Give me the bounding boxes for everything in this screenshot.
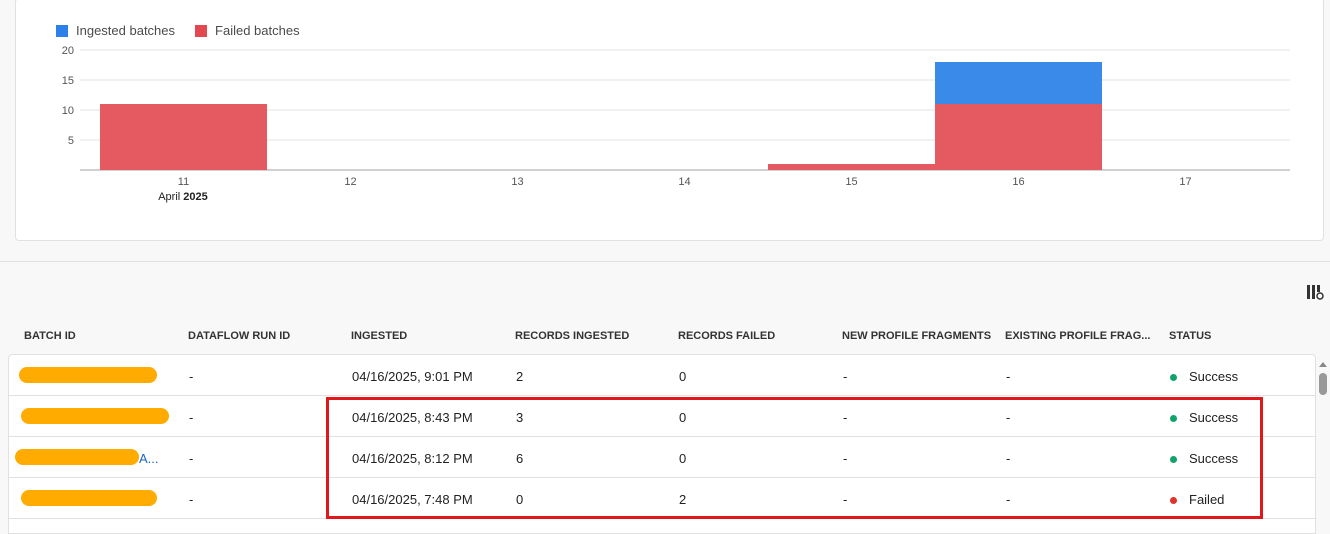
ingested-cell: 04/16/2025, 8:12 PM: [352, 451, 473, 466]
column-header[interactable]: DATAFLOW RUN ID: [188, 330, 291, 342]
table-row[interactable]: - 04/16/2025, 8:43 PM 3 0 - - Success: [9, 396, 1315, 437]
column-settings-icon[interactable]: [1306, 283, 1324, 301]
legend-swatch-failed: [195, 24, 208, 37]
status-label: Failed: [1189, 492, 1225, 507]
existing-fragments-cell: -: [1006, 369, 1011, 384]
status-label: Success: [1189, 410, 1239, 425]
x-tick-label: 15: [845, 176, 857, 188]
redaction-mark: [21, 490, 157, 506]
y-tick-label: 15: [62, 75, 74, 87]
records-failed-cell: 0: [679, 369, 687, 384]
column-header[interactable]: INGESTED: [351, 330, 408, 342]
x-tick-label: 16: [1012, 176, 1024, 188]
bar-failed-batches-15[interactable]: [768, 164, 935, 170]
bar-failed-batches-11[interactable]: [100, 104, 267, 170]
records-ingested-cell: 2: [516, 369, 524, 384]
ingested-cell: 04/16/2025, 7:48 PM: [352, 492, 473, 507]
status-dot-icon: [1170, 456, 1177, 464]
status-dot-icon: [1170, 497, 1177, 505]
existing-fragments-cell: -: [1006, 410, 1011, 425]
bar-ingested-batches-16[interactable]: [935, 62, 1102, 104]
x-tick-label: 17: [1179, 176, 1191, 188]
x-tick-label: 13: [511, 176, 523, 188]
status-dot-icon: [1170, 415, 1177, 423]
records-failed-cell: 2: [679, 492, 687, 507]
redaction-mark: [15, 449, 139, 465]
table-row[interactable]: - 04/16/2025, 7:48 PM 0 2 - - Failed: [9, 478, 1315, 519]
new-fragments-cell: -: [843, 451, 848, 466]
chart-legend: Ingested batches Failed batches: [56, 23, 300, 38]
status-cell: Success: [1170, 410, 1238, 425]
redaction-mark: [19, 367, 157, 383]
column-header[interactable]: BATCH ID: [24, 330, 76, 342]
records-ingested-cell: 0: [516, 492, 524, 507]
dataflow-run-id-cell: -: [189, 492, 194, 507]
highlight-annotation-box: [326, 397, 1263, 519]
section-divider: [0, 261, 1330, 262]
dataflow-run-id-cell: -: [189, 451, 194, 466]
batch-id-link[interactable]: A...: [139, 451, 159, 466]
bar-failed-batches-16[interactable]: [935, 104, 1102, 170]
new-fragments-cell: -: [843, 410, 848, 425]
ingested-cell: 04/16/2025, 8:43 PM: [352, 410, 473, 425]
table-row[interactable]: A... - 04/16/2025, 8:12 PM 6 0 - - Success: [9, 437, 1315, 478]
scrollbar-thumb[interactable]: [1319, 373, 1327, 395]
x-tick-label: 12: [344, 176, 356, 188]
table-header: BATCH ID DATAFLOW RUN ID INGESTED RECORDS I…: [0, 330, 1316, 346]
column-header[interactable]: EXISTING PROFILE FRAG...: [1005, 330, 1151, 342]
batches-bar-chart: 5 10 15 20 11 12 13 14 15 16 17 April 2025: [62, 45, 1290, 203]
records-ingested-cell: 3: [516, 410, 524, 425]
records-failed-cell: 0: [679, 410, 687, 425]
legend-label-failed: Failed batches: [215, 23, 300, 38]
records-ingested-cell: 6: [516, 451, 524, 466]
y-tick-label: 10: [62, 105, 74, 117]
y-tick-label: 20: [62, 45, 74, 57]
redaction-mark: [21, 408, 169, 424]
dataflow-run-id-cell: -: [189, 369, 194, 384]
x-tick-label: 14: [678, 176, 690, 188]
legend-failed[interactable]: Failed batches: [195, 23, 300, 38]
new-fragments-cell: -: [843, 492, 848, 507]
status-dot-icon: [1170, 374, 1177, 382]
column-header[interactable]: STATUS: [1169, 330, 1212, 342]
new-fragments-cell: -: [843, 369, 848, 384]
column-header[interactable]: NEW PROFILE FRAGMENTS: [842, 330, 992, 342]
legend-swatch-ingested: [56, 24, 68, 37]
batches-table-body: ..-04/16/2025, 9:01 PM20--Success-04/16/…: [8, 354, 1316, 534]
column-header[interactable]: RECORDS INGESTED: [515, 330, 630, 342]
status-cell: Success: [1170, 369, 1238, 384]
records-failed-cell: 0: [679, 451, 687, 466]
dataflow-run-id-cell: -: [189, 410, 194, 425]
existing-fragments-cell: -: [1006, 492, 1011, 507]
status-cell: Failed: [1170, 492, 1224, 507]
legend-label-ingested: Ingested batches: [76, 23, 176, 38]
status-label: Success: [1189, 369, 1239, 384]
scroll-up-icon[interactable]: [1318, 359, 1328, 369]
ingested-cell: 04/16/2025, 9:01 PM: [352, 369, 473, 384]
column-header[interactable]: RECORDS FAILED: [678, 330, 776, 342]
legend-ingested[interactable]: Ingested batches: [56, 23, 175, 38]
table-scrollbar[interactable]: [1318, 356, 1328, 525]
y-tick-label: 5: [68, 135, 74, 147]
existing-fragments-cell: -: [1006, 451, 1011, 466]
x-tick-label: 11: [178, 176, 189, 188]
status-label: Success: [1189, 451, 1239, 466]
status-cell: Success: [1170, 451, 1238, 466]
x-axis-month-label: April 2025: [158, 191, 208, 203]
